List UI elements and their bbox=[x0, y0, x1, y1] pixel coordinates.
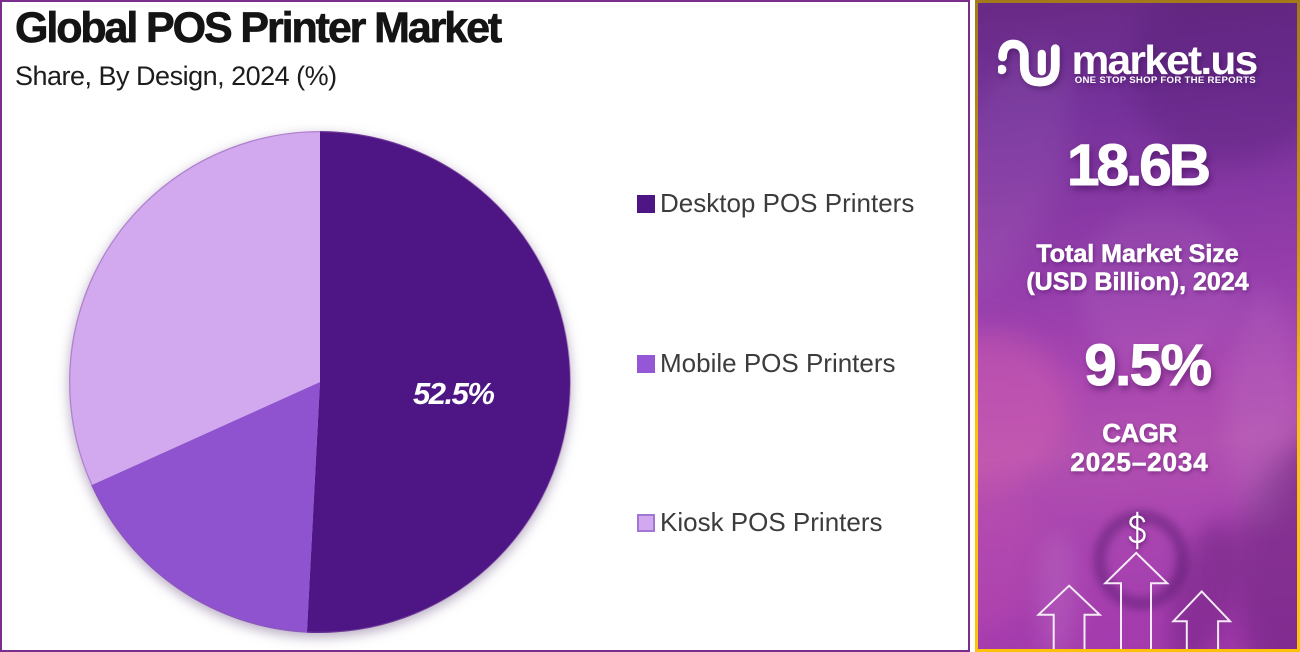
svg-text:ONE STOP SHOP FOR THE REPORTS: ONE STOP SHOP FOR THE REPORTS bbox=[1075, 75, 1257, 86]
svg-text:market.us: market.us bbox=[1072, 37, 1258, 83]
